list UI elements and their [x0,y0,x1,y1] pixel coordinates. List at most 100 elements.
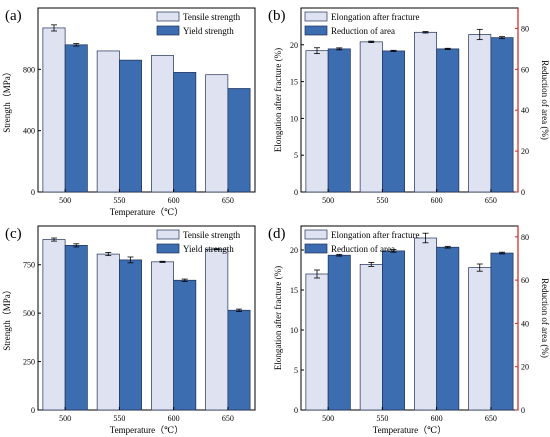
panel-c: (c) 0 250 500 750 Strength（MPa） 500 550 600 650 Te… [2,225,256,435]
y2-tick-label: 60 [521,276,529,285]
bar-elongation-after-fracture-600 [414,237,437,411]
panel-label: (c) [5,226,22,242]
bar-yield-strength-550 [119,59,142,193]
bar-reduction-of-area-500 [327,48,351,193]
y2-axis-label: Reduction of area (%) [540,60,550,140]
y2-tick-label: 20 [521,363,529,372]
legend: Tensile strength Yield strength [156,11,241,36]
x-tick-label: 650 [485,414,497,423]
bar-elongation-after-fracture-500 [305,273,329,411]
legend-label: Tensile strength [183,230,241,240]
legend-label: Yield strength [183,26,234,36]
bar-tensile-strength-650 [205,248,229,411]
bar-tensile-strength-500 [42,239,66,411]
y-axis-label: Elongation after fracture (%) [273,48,283,152]
y2-tick-label: 80 [521,233,529,242]
y2-tick-label: 40 [521,319,529,328]
x-tick-label: 600 [168,196,180,205]
bar-yield-strength-650 [227,309,251,411]
bar-tensile-strength-550 [96,253,120,411]
bar-reduction-of-area-600 [436,48,460,193]
x-tick-label: 500 [322,414,334,423]
legend-label: Elongation after fracture [331,12,419,22]
panel-label: (b) [268,8,286,24]
y-tick-label: 0 [294,406,298,415]
bar-yield-strength-500 [64,245,88,411]
legend: Elongation after fracture Reduction of ar… [304,11,419,36]
x-tick-label: 550 [376,196,388,205]
bar-reduction-of-area-600 [436,246,460,411]
y-tick-label: 750 [23,261,35,270]
legend-swatch [156,229,180,240]
y2-tick-label: 40 [521,106,529,115]
bar-tensile-strength-500 [42,27,66,193]
bar-tensile-strength-600 [151,261,174,411]
bar-elongation-after-fracture-550 [359,264,383,411]
bar-reduction-of-area-650 [490,37,514,193]
y-tick-label: 250 [23,358,35,367]
x-tick-label: 500 [322,196,334,205]
legend: Tensile strength Yield strength [156,229,241,254]
panel-label: (d) [268,226,286,242]
legend-swatch [304,25,328,36]
bar-yield-strength-500 [64,44,88,193]
y-axis-label: Strength（MPa） [2,67,12,133]
legend-label: Tensile strength [183,12,241,22]
bar-reduction-of-area-650 [490,252,514,411]
legend-label: Reduction of area [331,244,395,254]
legend-label: Reduction of area [331,26,395,36]
y-tick-label: 0 [294,188,298,197]
legend-swatch [156,25,180,36]
panel-a: (a) 0 400 800 Strength（MPa） 500 550 600 650 Tempe… [2,7,256,217]
y2-tick-label: 60 [521,65,529,74]
legend-swatch [304,11,328,22]
x-tick-label: 550 [113,196,125,205]
y2-tick-label: 20 [521,147,529,156]
y2-tick-label: 0 [521,406,525,415]
bar-yield-strength-550 [119,259,142,411]
x-tick-label: 650 [485,196,497,205]
y-tick-label: 20 [290,246,298,255]
y-tick-label: 400 [23,127,35,136]
y-tick-label: 15 [290,286,298,295]
bar-reduction-of-area-500 [327,254,351,411]
y-axis-label: Strength（MPa） [2,285,12,351]
y-tick-label: 10 [290,326,298,335]
bar-elongation-after-fracture-550 [359,41,383,193]
x-tick-label: 500 [59,414,71,423]
plot-frame [37,7,256,193]
bar-reduction-of-area-550 [382,250,405,411]
x-tick-label: 550 [113,414,125,423]
x-tick-label: 600 [431,196,443,205]
bar-tensile-strength-600 [151,55,174,193]
y-tick-label: 15 [290,78,298,87]
bar-elongation-after-fracture-600 [414,31,437,193]
y-tick-label: 20 [290,41,298,50]
bar-elongation-after-fracture-650 [468,34,492,193]
bar-tensile-strength-550 [96,50,120,193]
panel-b: (b) 0 5 10 15 20 0 20 40 60 80 Reduction of area (%… [268,7,550,205]
bar-yield-strength-600 [173,72,197,193]
y-tick-label: 10 [290,114,298,123]
bar-elongation-after-fracture-650 [468,267,492,411]
x-axis-label: Temperature（℃） [373,425,446,435]
y2-tick-label: 0 [521,188,525,197]
bar-yield-strength-650 [227,88,251,193]
x-tick-label: 600 [431,414,443,423]
x-tick-label: 500 [59,196,71,205]
x-tick-label: 600 [168,414,180,423]
x-axis-label: Temperature（℃） [110,425,183,435]
plot-frame [37,225,256,411]
y-tick-label: 0 [31,188,35,197]
legend-swatch [304,243,328,254]
bar-yield-strength-600 [173,279,197,411]
y-axis-label: Elongation after fracture (%) [273,266,283,370]
y-tick-label: 500 [23,309,35,318]
y-tick-label: 5 [294,151,298,160]
x-tick-label: 650 [222,414,234,423]
x-tick-label: 650 [222,196,234,205]
x-tick-label: 550 [376,414,388,423]
x-axis-label: Temperature（℃） [110,207,183,217]
y2-axis-label: Reduction of area (%) [540,278,550,358]
